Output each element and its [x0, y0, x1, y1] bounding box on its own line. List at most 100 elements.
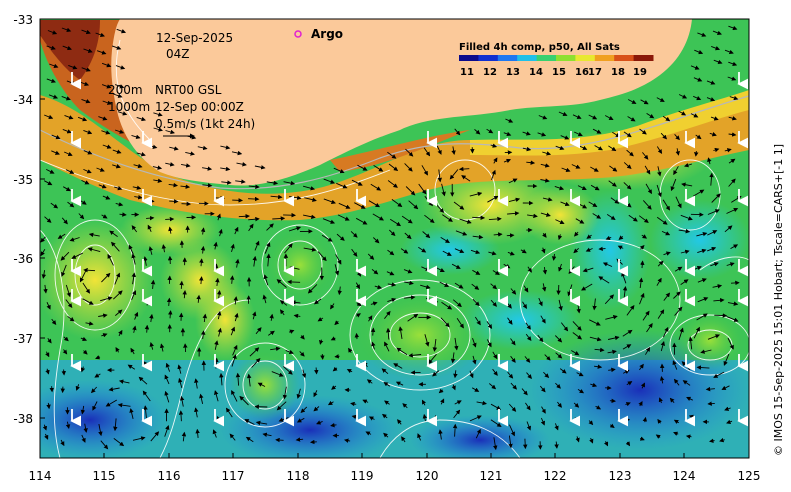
current-vector [180, 184, 191, 189]
current-vector [114, 272, 121, 285]
current-vector [663, 251, 671, 256]
current-vector [331, 385, 337, 390]
colorbar-swatch [478, 55, 499, 61]
current-vector [604, 294, 615, 305]
current-vector [387, 297, 397, 303]
current-vector [202, 313, 208, 323]
current-vector [575, 218, 585, 224]
current-vector [165, 362, 171, 372]
current-vector [709, 132, 717, 137]
current-vector [194, 407, 199, 418]
current-vector [346, 369, 353, 374]
current-vector [678, 228, 691, 234]
x-axis: 114 115 116 117 118 119 120 121 122 123 … [29, 453, 760, 483]
current-vector [296, 388, 301, 399]
current-vector [46, 402, 51, 410]
current-vector [114, 129, 125, 134]
y-tick-35: -35 [13, 173, 33, 187]
current-vector [542, 151, 552, 156]
current-vector [618, 235, 624, 240]
current-vector [712, 30, 722, 36]
current-vector [164, 374, 170, 385]
current-vector [594, 145, 603, 151]
current-vector [693, 95, 702, 101]
current-vector [214, 390, 219, 402]
current-vector [559, 368, 567, 374]
current-vector [728, 116, 737, 121]
current-vector [696, 365, 710, 370]
current-vector [107, 253, 114, 266]
current-vector [588, 201, 598, 207]
current-vector [540, 212, 551, 217]
current-vector [711, 193, 721, 203]
current-vector [300, 406, 308, 414]
current-vector [293, 313, 301, 319]
current-vector [335, 254, 342, 265]
current-vector [95, 355, 101, 360]
current-vector [381, 368, 389, 375]
current-vector [525, 402, 531, 411]
current-vector [372, 237, 380, 244]
current-vector [505, 118, 514, 123]
current-vector [332, 366, 338, 372]
current-vector [486, 339, 492, 348]
current-vector [296, 417, 305, 423]
current-vector [388, 229, 396, 237]
current-vector [168, 226, 173, 234]
current-vector [235, 179, 246, 184]
current-vector [270, 346, 281, 352]
current-vector [229, 433, 236, 441]
current-vector [117, 111, 128, 116]
current-vector [453, 201, 465, 210]
current-vector [598, 246, 606, 252]
current-vector [350, 401, 357, 407]
current-vector [542, 197, 553, 202]
current-vector [102, 100, 112, 105]
current-vector [219, 372, 224, 386]
current-vector [94, 373, 101, 378]
current-vector [152, 165, 163, 170]
current-vector [418, 246, 427, 253]
x-tick-124: 124 [673, 469, 696, 483]
current-vector [81, 98, 91, 104]
current-vector [625, 441, 631, 447]
current-vector [432, 370, 440, 377]
current-vector [592, 128, 602, 134]
current-vector [626, 381, 633, 386]
current-vector [707, 246, 717, 252]
current-vector [522, 301, 527, 309]
current-vector [658, 397, 663, 404]
current-vector [627, 99, 637, 104]
current-vector [604, 115, 614, 121]
current-vector [182, 290, 187, 299]
current-vector [371, 269, 379, 275]
current-vector [454, 128, 461, 136]
current-vector [638, 401, 643, 407]
current-vector [98, 184, 107, 189]
current-vector [77, 116, 88, 122]
current-vector [102, 195, 111, 200]
current-vector [248, 184, 260, 189]
current-vector [159, 343, 165, 352]
current-vector [108, 387, 120, 392]
current-vector [136, 152, 146, 157]
current-vector [424, 334, 430, 347]
current-vector [80, 366, 86, 373]
current-vector [131, 290, 137, 300]
current-vector [288, 329, 295, 334]
current-vector [696, 231, 708, 237]
current-vector [422, 231, 431, 239]
current-vector [109, 230, 118, 237]
current-vector [581, 283, 593, 291]
current-vector [640, 99, 649, 105]
current-vector [508, 197, 521, 203]
current-vector [153, 112, 163, 117]
current-vector [161, 244, 167, 253]
current-vector [46, 45, 56, 50]
ref-depth-label: 1000m [108, 100, 150, 114]
current-vector [638, 215, 649, 223]
current-vector [404, 232, 412, 240]
current-vector [371, 341, 376, 350]
current-vector [543, 371, 550, 379]
current-vector [493, 437, 498, 451]
